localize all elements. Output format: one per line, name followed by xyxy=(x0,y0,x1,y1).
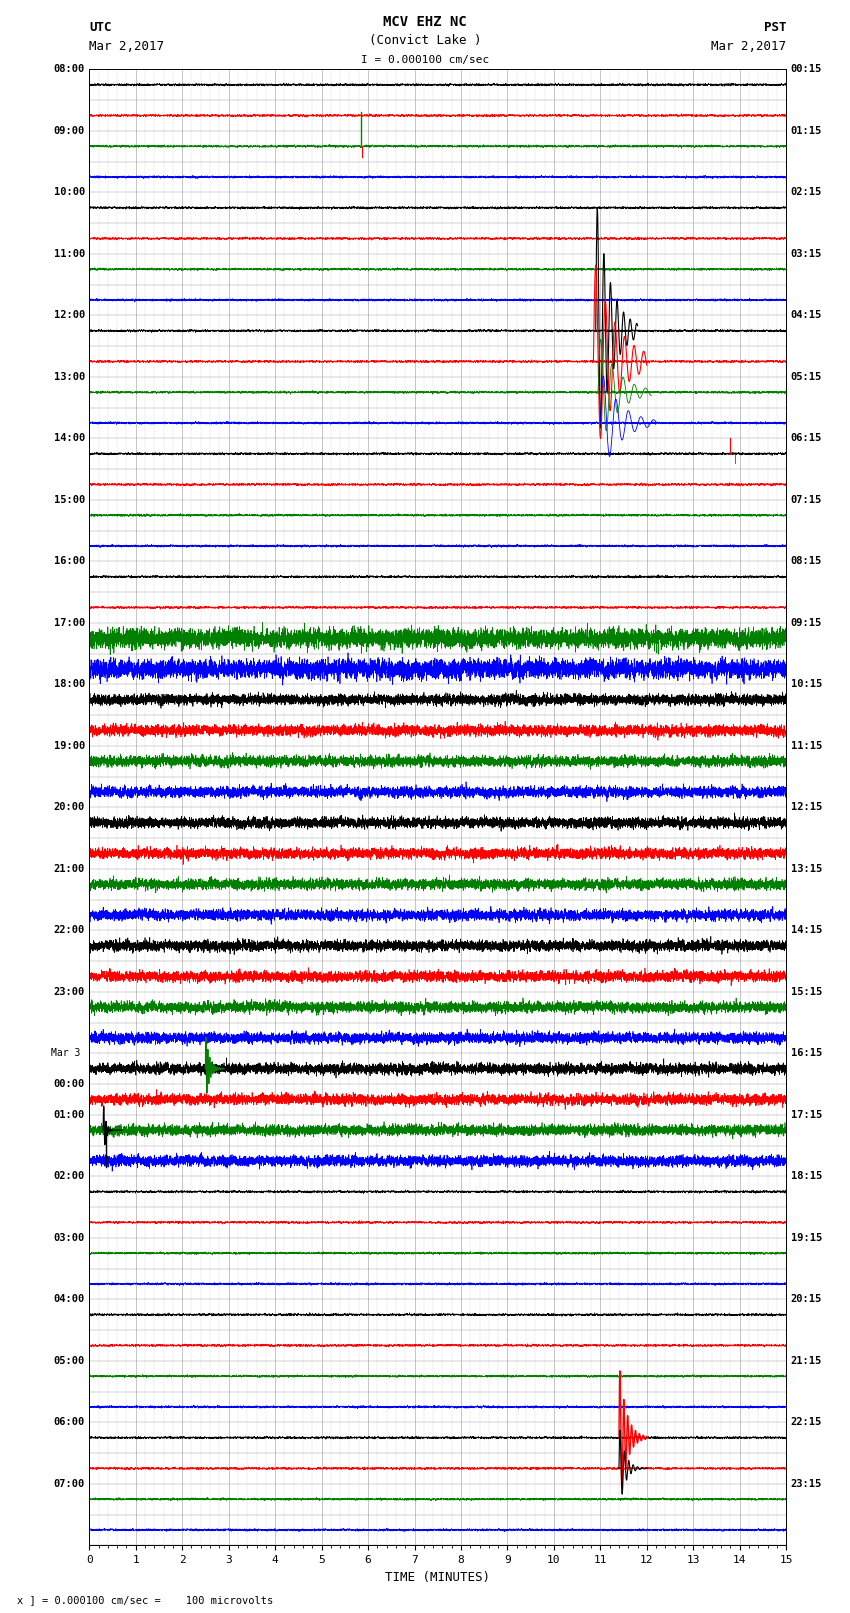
Text: 17:15: 17:15 xyxy=(790,1110,822,1119)
Text: 04:15: 04:15 xyxy=(790,310,822,321)
Text: 08:00: 08:00 xyxy=(54,65,85,74)
Text: 21:00: 21:00 xyxy=(54,865,85,874)
Text: 04:00: 04:00 xyxy=(54,1294,85,1305)
Text: 11:00: 11:00 xyxy=(54,248,85,258)
Text: 03:00: 03:00 xyxy=(54,1232,85,1242)
Text: 06:00: 06:00 xyxy=(54,1418,85,1428)
Text: Mar 2,2017: Mar 2,2017 xyxy=(89,40,164,53)
Text: 19:00: 19:00 xyxy=(54,740,85,750)
Text: 11:15: 11:15 xyxy=(790,740,822,750)
Text: 14:00: 14:00 xyxy=(54,434,85,444)
Text: 13:15: 13:15 xyxy=(790,865,822,874)
Text: 18:00: 18:00 xyxy=(54,679,85,689)
Text: MCV EHZ NC: MCV EHZ NC xyxy=(383,15,467,29)
Text: 05:00: 05:00 xyxy=(54,1357,85,1366)
Text: 16:15: 16:15 xyxy=(790,1048,822,1058)
Text: 18:15: 18:15 xyxy=(790,1171,822,1181)
Text: PST: PST xyxy=(764,21,786,34)
Text: x ] = 0.000100 cm/sec =    100 microvolts: x ] = 0.000100 cm/sec = 100 microvolts xyxy=(17,1595,273,1605)
X-axis label: TIME (MINUTES): TIME (MINUTES) xyxy=(385,1571,490,1584)
Text: 08:15: 08:15 xyxy=(790,556,822,566)
Text: 00:00: 00:00 xyxy=(54,1079,85,1089)
Text: 09:15: 09:15 xyxy=(790,618,822,627)
Text: (Convict Lake ): (Convict Lake ) xyxy=(369,34,481,47)
Text: 14:15: 14:15 xyxy=(790,926,822,936)
Text: 01:15: 01:15 xyxy=(790,126,822,135)
Text: 02:15: 02:15 xyxy=(790,187,822,197)
Text: 13:00: 13:00 xyxy=(54,373,85,382)
Text: 20:15: 20:15 xyxy=(790,1294,822,1305)
Text: 01:00: 01:00 xyxy=(54,1110,85,1119)
Text: 12:00: 12:00 xyxy=(54,310,85,321)
Text: 22:00: 22:00 xyxy=(54,926,85,936)
Text: UTC: UTC xyxy=(89,21,111,34)
Text: 07:00: 07:00 xyxy=(54,1479,85,1489)
Text: 05:15: 05:15 xyxy=(790,373,822,382)
Text: 02:00: 02:00 xyxy=(54,1171,85,1181)
Text: Mar 2,2017: Mar 2,2017 xyxy=(711,40,786,53)
Text: 15:00: 15:00 xyxy=(54,495,85,505)
Text: 03:15: 03:15 xyxy=(790,248,822,258)
Text: 00:15: 00:15 xyxy=(790,65,822,74)
Text: I = 0.000100 cm/sec: I = 0.000100 cm/sec xyxy=(361,55,489,65)
Text: 09:00: 09:00 xyxy=(54,126,85,135)
Text: 23:00: 23:00 xyxy=(54,987,85,997)
Text: 10:15: 10:15 xyxy=(790,679,822,689)
Text: 07:15: 07:15 xyxy=(790,495,822,505)
Text: 21:15: 21:15 xyxy=(790,1357,822,1366)
Text: 20:00: 20:00 xyxy=(54,802,85,813)
Text: 10:00: 10:00 xyxy=(54,187,85,197)
Text: 16:00: 16:00 xyxy=(54,556,85,566)
Text: 22:15: 22:15 xyxy=(790,1418,822,1428)
Text: 06:15: 06:15 xyxy=(790,434,822,444)
Text: 19:15: 19:15 xyxy=(790,1232,822,1242)
Text: Mar 3: Mar 3 xyxy=(51,1048,81,1058)
Text: 15:15: 15:15 xyxy=(790,987,822,997)
Text: 23:15: 23:15 xyxy=(790,1479,822,1489)
Text: 12:15: 12:15 xyxy=(790,802,822,813)
Text: 17:00: 17:00 xyxy=(54,618,85,627)
